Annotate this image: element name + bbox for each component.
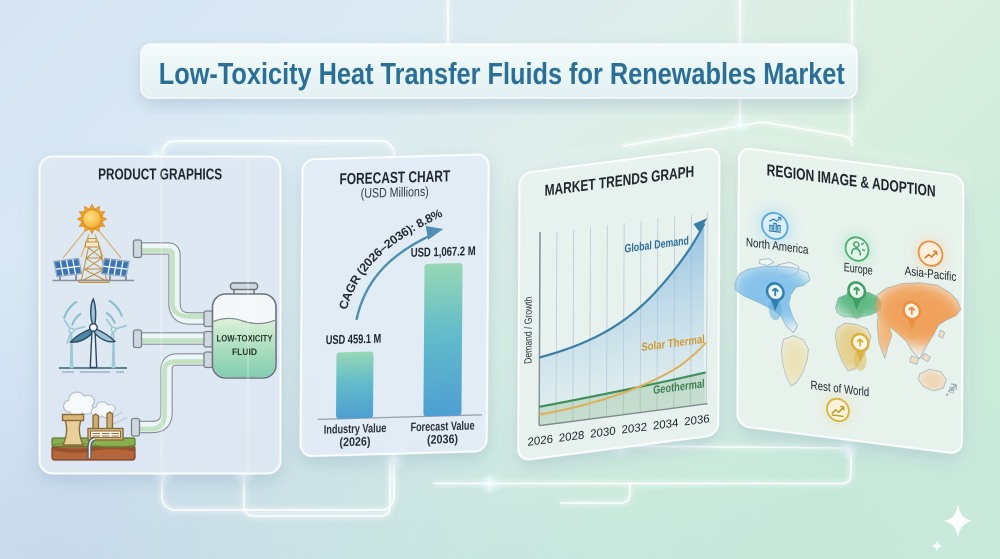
svg-text:USD 459.1 M: USD 459.1 M xyxy=(326,331,382,348)
svg-text:Industry Value: Industry Value xyxy=(324,421,387,437)
svg-text:LOW-TOXICITY: LOW-TOXICITY xyxy=(217,333,274,344)
svg-text:FLUID: FLUID xyxy=(232,346,257,357)
svg-text:2028: 2028 xyxy=(559,430,585,445)
svg-text:USD 1,067.2 M: USD 1,067.2 M xyxy=(411,243,476,260)
svg-text:2034: 2034 xyxy=(653,417,679,432)
svg-text:2032: 2032 xyxy=(621,421,647,436)
svg-text:Geothermal: Geothermal xyxy=(653,376,705,397)
svg-text:(2036): (2036) xyxy=(427,432,458,447)
svg-text:(USD Millions): (USD Millions) xyxy=(361,184,429,201)
svg-text:Asia-Pacific: Asia-Pacific xyxy=(905,264,957,285)
svg-text:(2026): (2026) xyxy=(339,434,370,449)
svg-text:2030: 2030 xyxy=(590,425,616,440)
svg-text:2026: 2026 xyxy=(527,434,553,449)
svg-text:Low-Toxicity Heat Transfer Flu: Low-Toxicity Heat Transfer Fluids for Re… xyxy=(159,56,845,91)
svg-text:FORECAST CHART: FORECAST CHART xyxy=(339,168,450,188)
svg-text:Demand / Growth: Demand / Growth xyxy=(523,296,535,365)
svg-text:2036: 2036 xyxy=(684,413,710,428)
svg-text:Forecast Value: Forecast Value xyxy=(410,419,474,435)
svg-text:PRODUCT GRAPHICS: PRODUCT GRAPHICS xyxy=(98,167,222,184)
svg-text:Europe: Europe xyxy=(844,260,873,278)
